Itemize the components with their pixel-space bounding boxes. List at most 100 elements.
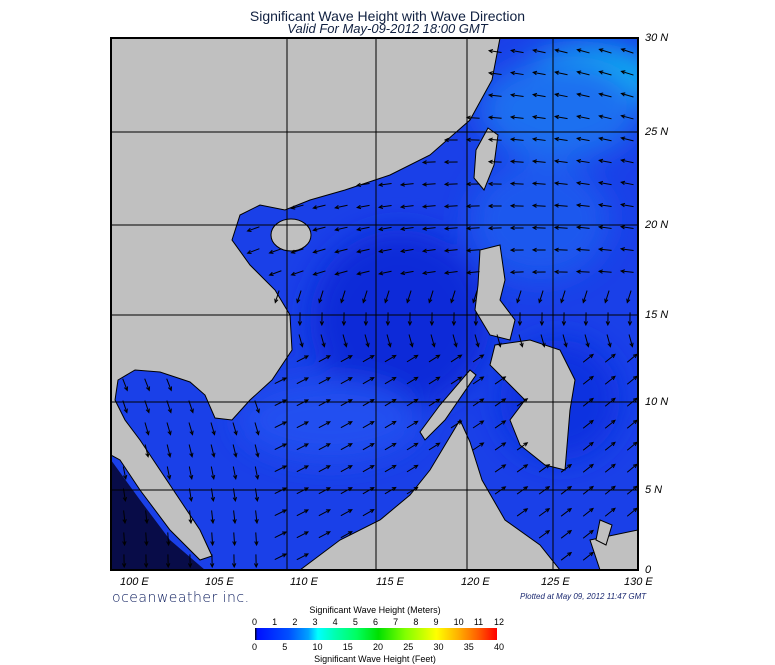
wave-direction-arrow — [188, 466, 194, 480]
wave-direction-arrow — [318, 465, 331, 473]
wave-direction-arrow — [274, 290, 280, 304]
wave-direction-arrow — [340, 355, 353, 363]
wave-direction-arrow — [560, 507, 573, 517]
wave-direction-arrow — [274, 553, 288, 561]
wave-direction-arrow — [620, 92, 634, 98]
lon-label: 120 E — [461, 576, 490, 588]
wave-direction-arrow — [290, 248, 304, 254]
wave-direction-arrow — [121, 554, 127, 569]
wave-direction-arrow — [210, 444, 216, 458]
wave-direction-arrow — [210, 532, 215, 547]
wave-direction-arrow — [290, 270, 304, 276]
wave-direction-arrow — [406, 290, 412, 304]
legend-tick: 30 — [433, 642, 444, 652]
wave-direction-arrow — [487, 71, 502, 76]
wave-direction-arrow — [531, 269, 546, 275]
wave-direction-arrow — [406, 354, 419, 363]
wave-direction-arrow — [598, 48, 612, 54]
legend-tick: 5 — [352, 617, 358, 627]
wave-direction-arrow — [400, 270, 414, 276]
wave-direction-arrow — [509, 93, 524, 98]
wave-direction-arrow — [144, 510, 149, 525]
wave-direction-arrow — [143, 554, 149, 569]
wave-direction-arrow — [428, 354, 441, 363]
wave-direction-arrow — [487, 225, 502, 231]
legend-tick: 15 — [342, 642, 353, 652]
wave-direction-arrow — [531, 159, 546, 164]
wave-direction-arrow — [531, 203, 546, 208]
wave-direction-arrow — [494, 464, 507, 473]
legend-tick: 6 — [373, 617, 379, 627]
wave-direction-arrow — [494, 442, 507, 451]
wave-direction-arrow — [598, 92, 612, 98]
wave-direction-arrow — [340, 421, 353, 429]
lon-label: 100 E — [120, 576, 149, 588]
wave-direction-arrow — [421, 270, 436, 276]
wave-direction-arrow — [362, 442, 375, 451]
wave-direction-arrow — [509, 270, 524, 275]
lat-label: 10 N — [645, 396, 669, 408]
legend-tick: 11 — [473, 617, 484, 627]
wave-direction-arrows — [121, 48, 638, 569]
wave-direction-arrow — [510, 48, 524, 54]
wave-direction-arrow — [340, 377, 353, 385]
wave-direction-arrow — [232, 466, 238, 480]
wave-direction-arrow — [531, 137, 546, 142]
wave-direction-arrow — [628, 334, 634, 348]
wave-direction-arrow — [450, 290, 456, 304]
wave-direction-arrow — [384, 354, 397, 363]
wave-direction-arrow — [598, 114, 612, 120]
wave-direction-arrow — [296, 355, 310, 363]
wave-direction-arrow — [334, 204, 348, 210]
lat-label: 0 — [645, 564, 652, 576]
wave-direction-arrow — [274, 377, 288, 385]
wave-direction-arrow — [606, 334, 612, 348]
wave-direction-arrow — [560, 290, 566, 304]
land-taiwan — [473, 127, 499, 191]
legend-tick: 4 — [332, 617, 338, 627]
wave-direction-arrow — [421, 160, 436, 165]
wave-direction-arrow — [472, 420, 485, 429]
wave-direction-arrow — [597, 269, 612, 274]
wave-direction-arrow — [166, 466, 172, 480]
wave-direction-arrow — [254, 466, 260, 480]
wave-direction-arrow — [443, 226, 458, 231]
wave-direction-arrow — [582, 419, 594, 429]
wave-direction-arrow — [443, 182, 458, 187]
wave-direction-arrow — [554, 48, 568, 54]
wave-direction-arrow — [188, 400, 194, 414]
wave-direction-arrow — [408, 334, 414, 348]
wave-direction-arrow — [232, 510, 237, 525]
wave-direction-arrow — [516, 508, 529, 517]
lon-label: 110 E — [290, 576, 318, 588]
wave-direction-arrow — [406, 420, 419, 429]
wave-direction-arrow — [509, 181, 524, 186]
wave-direction-arrow — [604, 353, 616, 363]
wave-direction-arrow — [274, 443, 288, 451]
legend-feet-title: Significant Wave Height (Feet) — [314, 654, 436, 664]
legend-tick: 12 — [494, 617, 505, 627]
wave-direction-arrow — [232, 444, 238, 458]
legend-tick: 20 — [373, 642, 384, 652]
wave-direction-arrow — [576, 136, 590, 142]
wave-direction-arrow — [430, 334, 436, 348]
legend-tick: 3 — [312, 617, 318, 627]
legend-tick: 0 — [252, 642, 258, 652]
wave-direction-arrow — [274, 531, 288, 539]
wave-direction-arrow — [553, 181, 568, 186]
wave-direction-arrow — [334, 270, 348, 276]
wave-direction-arrow — [474, 334, 480, 348]
legend-tick: 5 — [282, 642, 288, 652]
wave-direction-arrow — [494, 376, 507, 385]
wave-direction-arrow — [399, 204, 414, 209]
wave-direction-arrow — [364, 334, 370, 348]
legend-tick: 9 — [433, 617, 439, 627]
wave-direction-arrow — [509, 203, 524, 209]
wave-direction-arrow — [122, 488, 128, 503]
wave-direction-arrow — [452, 334, 458, 348]
wave-direction-arrow — [399, 226, 414, 231]
wave-direction-arrow — [296, 421, 310, 429]
wave-direction-arrow — [516, 442, 529, 451]
wave-direction-arrow — [518, 334, 524, 348]
wave-direction-arrow — [144, 378, 151, 392]
